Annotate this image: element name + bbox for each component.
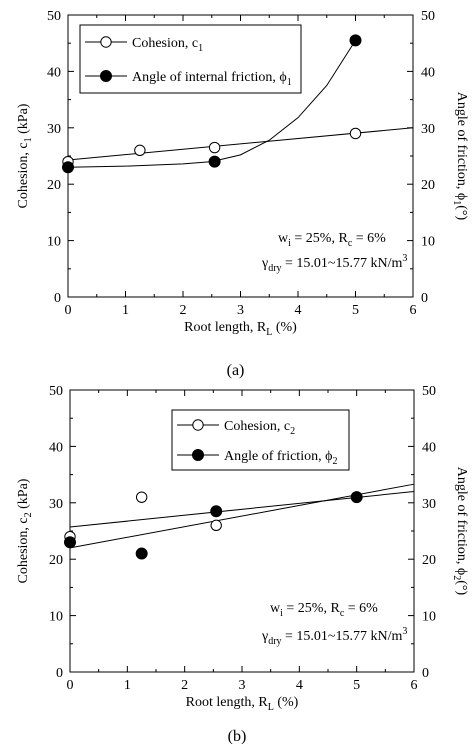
data-point-series-2	[210, 505, 223, 518]
legend-marker	[100, 70, 112, 82]
x-tick-label: 0	[65, 303, 72, 318]
data-point-series-2	[350, 491, 363, 504]
y-right-tick-label: 40	[421, 65, 435, 80]
y-right-tick-label: 40	[422, 440, 436, 455]
x-tick-label: 2	[181, 678, 188, 693]
y-right-tick-label: 10	[421, 235, 435, 250]
x-tick-label: 3	[237, 303, 244, 318]
legend-box	[171, 409, 350, 471]
y-left-tick-label: 30	[49, 497, 63, 512]
y-right-tick-label: 20	[421, 178, 435, 193]
x-axis-title: Root length, RL (%)	[184, 320, 297, 338]
y-right-tick-label: 50	[421, 9, 435, 24]
y-left-tick-label: 20	[47, 178, 61, 193]
y-left-tick-label: 0	[54, 291, 61, 306]
legend-entry: Angle of internal friction, ϕ1	[132, 70, 292, 88]
y-right-axis-title: Angle of friction, ϕ1(°)	[451, 92, 469, 221]
legend-marker	[192, 419, 204, 431]
data-point-series-2	[62, 161, 74, 174]
data-point-series-1	[210, 519, 222, 532]
y-right-tick-label: 30	[422, 497, 436, 512]
annotation: γdry = 15.01~15.77 kN/m3	[261, 253, 407, 274]
legend-entry: Cohesion, c2	[224, 419, 295, 437]
x-tick-label: 3	[239, 678, 246, 693]
x-tick-label: 6	[411, 678, 418, 693]
y-left-tick-label: 0	[56, 666, 63, 681]
fit-line-series-2	[69, 483, 415, 549]
x-tick-label: 1	[124, 678, 131, 693]
legend-box	[79, 24, 302, 94]
fit-line-series-2	[67, 40, 356, 168]
data-point-series-1	[349, 127, 362, 140]
data-point-series-2	[349, 34, 362, 47]
y-left-tick-label: 10	[47, 235, 61, 250]
y-right-tick-label: 0	[422, 666, 429, 681]
x-tick-label: 5	[353, 678, 360, 693]
y-right-axis-title: Angle of friction, ϕ2(°)	[451, 467, 469, 596]
x-tick-label: 4	[296, 678, 303, 693]
panel-caption: (b)	[228, 728, 247, 744]
y-right-tick-label: 10	[422, 610, 436, 625]
data-point-series-1	[134, 144, 146, 157]
legend-entry: Cohesion, c1	[132, 36, 203, 54]
data-point-series-2	[64, 536, 76, 549]
panel-caption: (a)	[227, 362, 245, 379]
y-right-tick-label: 0	[421, 291, 428, 306]
legend-marker	[192, 449, 204, 461]
y-left-tick-label: 10	[49, 610, 63, 625]
y-left-tick-label: 50	[49, 384, 63, 399]
annotation: wi = 25%, Rc = 6%	[278, 231, 386, 249]
x-tick-label: 1	[122, 303, 129, 318]
legend-marker	[100, 36, 112, 48]
x-tick-label: 0	[67, 678, 74, 693]
x-tick-label: 4	[295, 303, 302, 318]
data-point-series-2	[208, 155, 221, 168]
y-left-tick-label: 40	[49, 440, 63, 455]
y-left-tick-label: 20	[49, 553, 63, 568]
y-left-tick-label: 40	[47, 65, 61, 80]
x-tick-label: 2	[180, 303, 187, 318]
y-left-tick-label: 30	[47, 122, 61, 137]
data-point-series-2	[135, 547, 148, 560]
y-left-axis-title: Cohesion, c2 (kPa)	[16, 478, 34, 583]
y-right-tick-label: 30	[421, 122, 435, 137]
x-tick-label: 5	[352, 303, 359, 318]
y-right-tick-label: 50	[422, 384, 436, 399]
annotation: wi = 25%, Rc = 6%	[270, 601, 378, 619]
annotation: γdry = 15.01~15.77 kN/m3	[261, 626, 407, 647]
data-point-series-1	[135, 491, 148, 503]
data-point-series-1	[208, 141, 221, 154]
legend-entry: Angle of friction, ϕ2	[224, 449, 337, 467]
y-right-tick-label: 20	[422, 553, 436, 568]
x-tick-label: 6	[410, 303, 417, 318]
x-axis-title: Root length, RL (%)	[186, 695, 299, 713]
y-left-tick-label: 50	[47, 9, 61, 24]
y-left-axis-title: Cohesion, c1 (kPa)	[16, 103, 34, 208]
